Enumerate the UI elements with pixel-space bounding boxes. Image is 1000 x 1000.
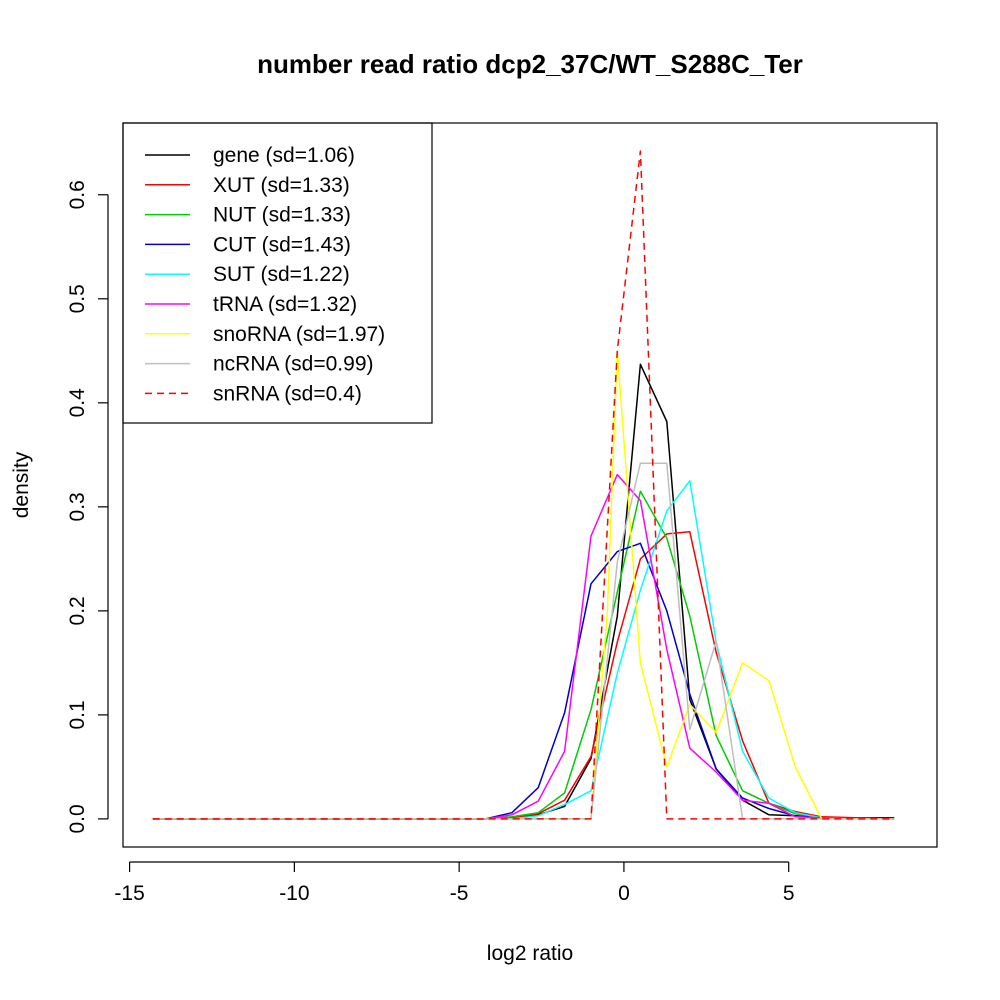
y-tick-label: 0.2 bbox=[66, 596, 89, 625]
y-tick-label: 0.3 bbox=[66, 492, 89, 521]
chart-title: number read ratio dcp2_37C/WT_S288C_Ter bbox=[257, 49, 803, 79]
series-line bbox=[152, 462, 895, 820]
y-tick-label: 0.4 bbox=[66, 388, 89, 418]
plot-frame bbox=[122, 122, 938, 848]
legend-entry: ncRNA (sd=0.99) bbox=[213, 353, 374, 376]
legend-entry: CUT (sd=1.43) bbox=[213, 233, 351, 256]
x-axis: -15 -10 -5 0 5 bbox=[114, 861, 795, 905]
series-line bbox=[152, 350, 895, 820]
series-line bbox=[152, 531, 895, 820]
x-tick-label: -5 bbox=[450, 882, 469, 905]
x-axis-label: log2 ratio bbox=[487, 942, 573, 965]
legend-box bbox=[122, 122, 433, 424]
x-tick-label: 0 bbox=[618, 882, 630, 905]
series-line bbox=[152, 473, 895, 820]
x-tick-label: -15 bbox=[114, 882, 144, 905]
y-tick-label: 0.1 bbox=[66, 700, 89, 729]
legend-entry: SUT (sd=1.22) bbox=[213, 263, 350, 286]
legend-entry: snRNA (sd=0.4) bbox=[213, 382, 362, 405]
y-axis: 0.0 0.1 0.2 0.3 0.4 0.5 0.6 bbox=[66, 180, 109, 834]
series-line bbox=[152, 542, 895, 820]
y-tick-label: 0.5 bbox=[66, 284, 89, 313]
y-axis-label: density bbox=[10, 451, 33, 518]
legend-entry: tRNA (sd=1.32) bbox=[213, 293, 357, 316]
series-layer bbox=[152, 150, 895, 820]
x-tick-label: 5 bbox=[783, 882, 795, 905]
y-tick-label: 0.6 bbox=[66, 180, 89, 209]
legend-entry: XUT (sd=1.33) bbox=[213, 174, 350, 197]
y-tick-label: 0.0 bbox=[66, 804, 89, 833]
legend-entry: gene (sd=1.06) bbox=[213, 144, 355, 167]
series-line bbox=[152, 480, 895, 820]
series-line bbox=[152, 363, 895, 820]
legend: gene (sd=1.06) XUT (sd=1.33) NUT (sd=1.33)… bbox=[122, 122, 433, 424]
x-tick-label: -10 bbox=[279, 882, 309, 905]
legend-entry: NUT (sd=1.33) bbox=[213, 204, 351, 227]
legend-entry: snoRNA (sd=1.97) bbox=[213, 323, 385, 346]
series-line bbox=[152, 490, 895, 820]
